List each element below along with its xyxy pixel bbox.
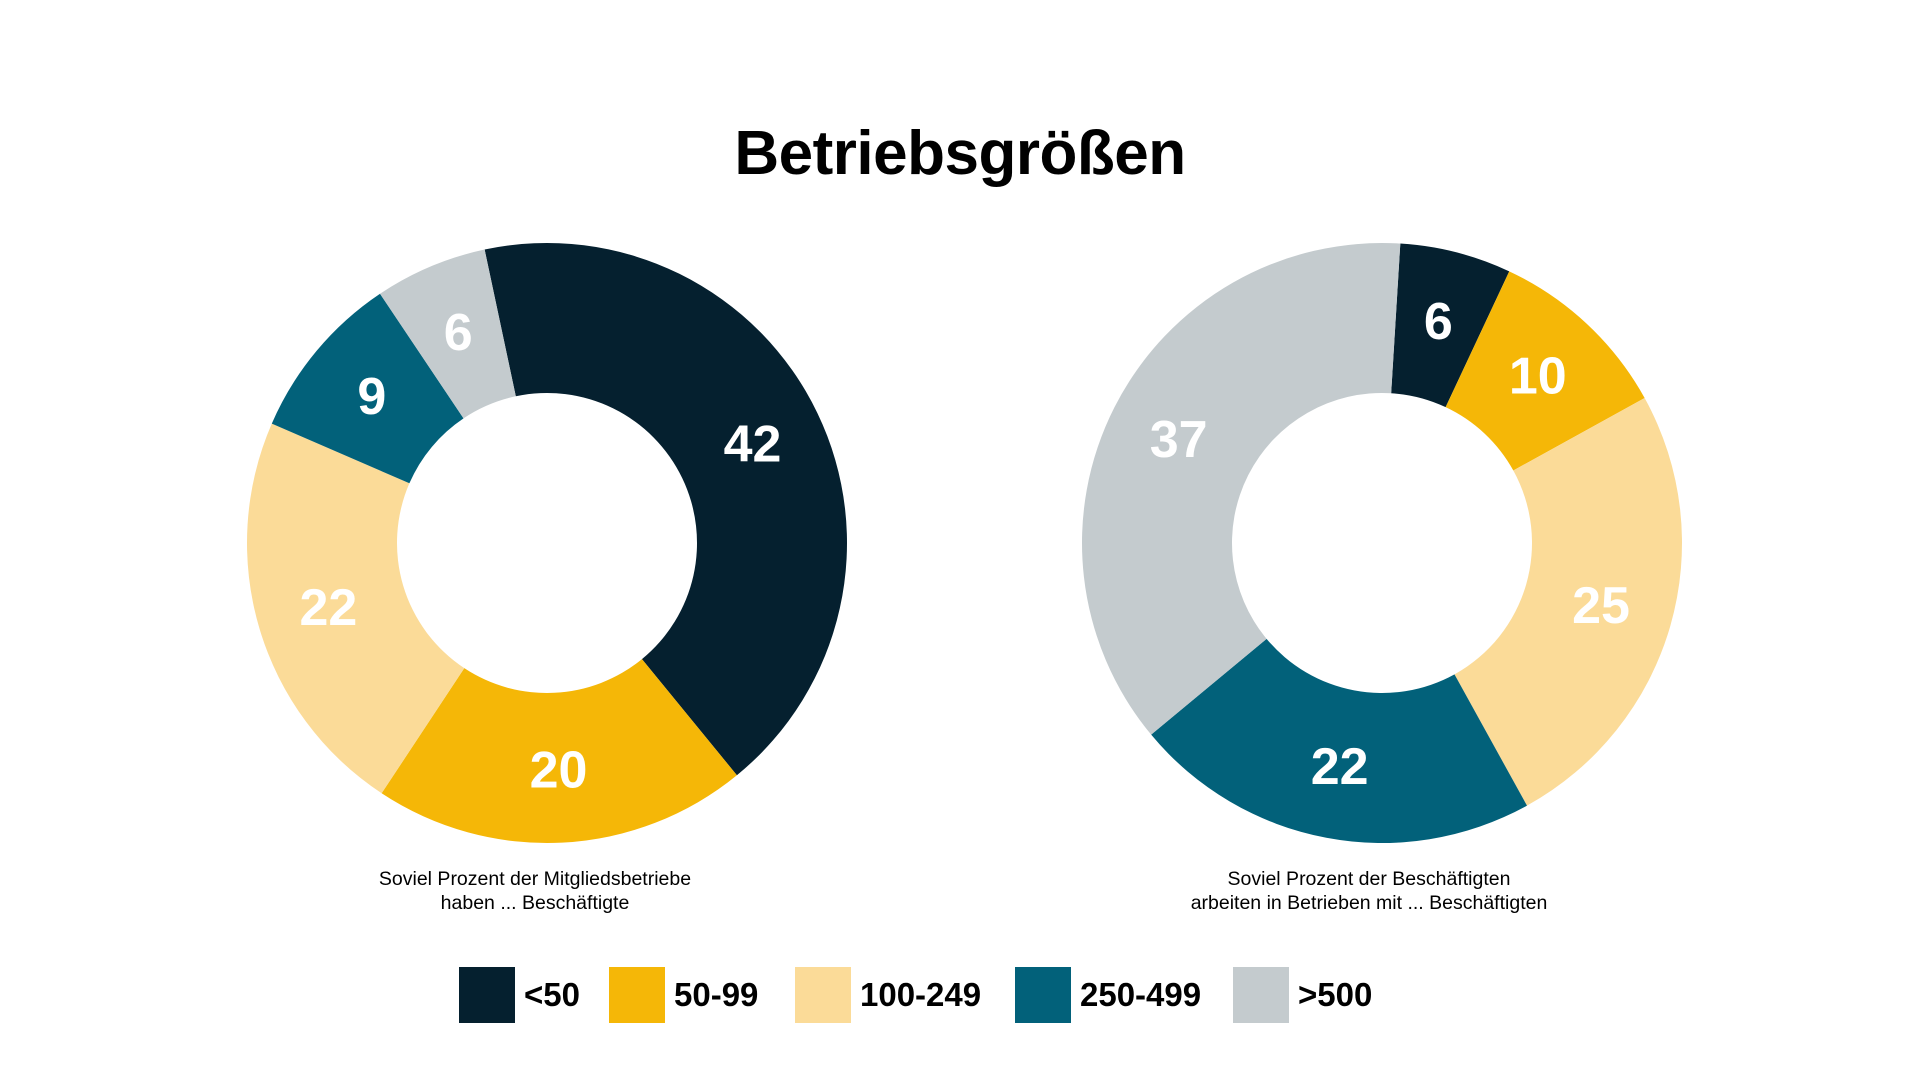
legend-label: 100-249 (860, 976, 982, 1013)
legend-label: 50-99 (674, 976, 759, 1013)
slice-value-label: 37 (1150, 411, 1208, 469)
slice-250-499 (1151, 638, 1527, 843)
legend-item-lt50: <50 (459, 967, 580, 1023)
slice-value-label: 10 (1509, 348, 1567, 406)
legend-swatch (1233, 967, 1289, 1023)
donut-chart-employees: 6 10 25 22 37 (1082, 243, 1683, 843)
slice-50-99 (1445, 271, 1645, 471)
caption-line: haben ... Beschäftigte (440, 892, 630, 914)
slice-value-label: 6 (1424, 293, 1453, 351)
caption-employees: Soviel Prozent der Beschäftigten arbeite… (1069, 867, 1669, 915)
slice-50-99 (381, 659, 737, 843)
legend-swatch (1015, 967, 1071, 1023)
legend-item-250-499: 250-499 (1015, 967, 1201, 1023)
slice-value-label: 9 (357, 368, 386, 426)
slice->500 (380, 249, 516, 419)
chart-title: Betriebsgrößen (734, 119, 1186, 188)
legend-item-gt500: >500 (1233, 967, 1372, 1023)
legend-label: <50 (524, 976, 580, 1013)
caption-line: Soviel Prozent der Mitgliedsbetriebe (378, 868, 692, 890)
legend-label: >500 (1298, 976, 1373, 1013)
legend-swatch (795, 967, 851, 1023)
slice-100-249 (1454, 398, 1683, 806)
legend-item-50-99: 50-99 (609, 967, 758, 1023)
slice-value-label: 42 (724, 415, 782, 473)
legend-swatch (609, 967, 665, 1023)
slice->500 (1082, 243, 1401, 735)
donut-chart-member-companies: 42 20 22 96 (247, 243, 848, 843)
caption-line: Soviel Prozent der Beschäftigten (1227, 868, 1511, 890)
slice-<50 (1391, 243, 1510, 408)
slice-value-label: 22 (300, 579, 358, 637)
slice-value-label: 6 (444, 304, 473, 362)
legend-item-100-249: 100-249 (795, 967, 981, 1023)
slice-<50 (484, 243, 848, 776)
slice-value-label: 20 (530, 742, 588, 800)
caption-line: arbeiten in Betrieben mit ... Beschäftig… (1190, 892, 1548, 914)
legend: <50 50-99 100-249 250-499 >500 (0, 967, 1920, 1025)
slice-250-499 (271, 293, 464, 484)
legend-label: 250-499 (1080, 976, 1202, 1013)
slice-value-label: 25 (1572, 577, 1630, 635)
caption-member-companies: Soviel Prozent der Mitgliedsbetriebe hab… (235, 867, 835, 915)
slice-value-label: 22 (1311, 738, 1369, 796)
legend-swatch (459, 967, 515, 1023)
slice-100-249 (247, 423, 465, 794)
